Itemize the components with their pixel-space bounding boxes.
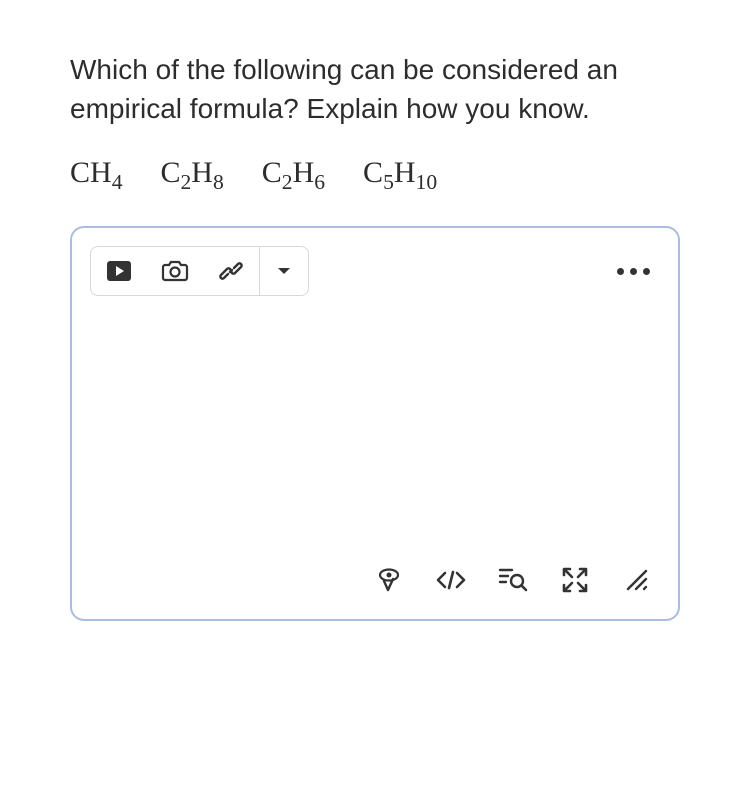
fullscreen-button[interactable] xyxy=(558,563,592,597)
insert-image-button[interactable] xyxy=(147,247,203,295)
media-dropdown-button[interactable] xyxy=(260,247,308,295)
equation-editor-button[interactable] xyxy=(496,563,530,597)
fullscreen-icon xyxy=(562,567,588,593)
question-text: Which of the following can be considered… xyxy=(70,50,680,128)
code-icon xyxy=(436,570,466,590)
more-options-button[interactable] xyxy=(607,258,660,285)
chevron-down-icon xyxy=(277,266,291,276)
formula-option: C2H8 xyxy=(160,156,223,190)
formula-option: CH4 xyxy=(70,156,122,190)
formula-option: C5H10 xyxy=(363,156,437,190)
resize-handle[interactable] xyxy=(620,563,654,597)
camera-icon xyxy=(161,260,189,282)
video-icon xyxy=(106,260,132,282)
editor-content-area[interactable] xyxy=(90,296,660,563)
resize-icon xyxy=(624,567,650,593)
formula-options: CH4 C2H8 C2H6 C5H10 xyxy=(70,156,680,190)
media-toolbar-group xyxy=(90,246,309,296)
link-icon xyxy=(218,258,244,284)
insert-link-button[interactable] xyxy=(203,247,259,295)
more-icon xyxy=(617,268,650,275)
insert-video-button[interactable] xyxy=(91,247,147,295)
editor-toolbar-bottom xyxy=(90,563,660,601)
editor-toolbar-top xyxy=(90,246,660,296)
find-icon xyxy=(498,567,528,593)
accessibility-icon xyxy=(375,566,403,594)
formula-option: C2H6 xyxy=(262,156,325,190)
rich-text-editor[interactable] xyxy=(70,226,680,621)
accessibility-check-button[interactable] xyxy=(372,563,406,597)
html-view-button[interactable] xyxy=(434,563,468,597)
